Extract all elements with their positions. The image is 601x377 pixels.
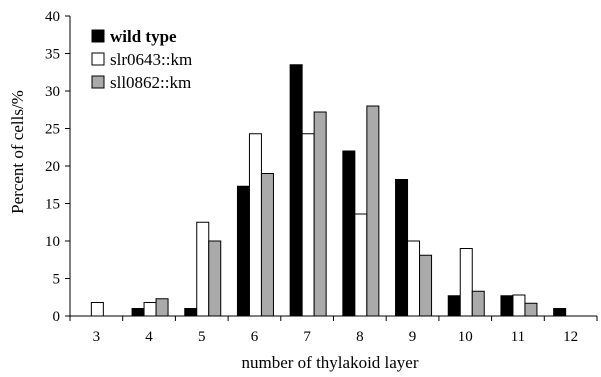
legend-label: wild type	[110, 27, 177, 46]
bar-wild-type	[342, 150, 356, 317]
legend-swatch	[91, 52, 105, 66]
x-tick-label: 12	[563, 329, 578, 345]
bar-wild-type	[500, 295, 514, 317]
y-tick-label: 25	[45, 122, 60, 138]
bar-sll0862-km	[260, 173, 274, 317]
y-tick-label: 35	[45, 47, 60, 63]
bar-slr0643-km	[301, 133, 315, 317]
bar-wild-type	[553, 308, 567, 317]
legend-swatch	[91, 75, 105, 89]
y-tick-label: 40	[45, 9, 60, 25]
bar-wild-type	[184, 308, 198, 317]
bar-wild-type	[447, 295, 461, 317]
bar-slr0643-km	[196, 221, 210, 317]
x-tick-label: 3	[93, 329, 101, 345]
y-tick-label: 5	[53, 272, 61, 288]
bar-wild-type	[131, 308, 145, 317]
x-tick-label: 5	[198, 329, 206, 345]
x-tick-label: 7	[303, 329, 311, 345]
bar-sll0862-km	[313, 111, 327, 317]
y-tick-label: 0	[53, 309, 61, 325]
bars-layer	[90, 64, 567, 317]
bar-sll0862-km	[419, 254, 433, 317]
bar-sll0862-km	[366, 105, 380, 317]
x-tick-label: 9	[409, 329, 417, 345]
x-tick-label: 8	[356, 329, 364, 345]
bar-slr0643-km	[407, 240, 421, 317]
bar-wild-type	[395, 179, 409, 317]
legend-swatch	[91, 29, 105, 43]
bar-slr0643-km	[354, 213, 368, 317]
x-tick-label: 6	[251, 329, 259, 345]
bar-sll0862-km	[524, 302, 538, 317]
legend-label: slr0643::km	[110, 50, 192, 69]
x-tick-label: 10	[458, 329, 473, 345]
tick-labels-layer: 0 5 10 15 20 25 30 35 40 3 4 5 6 7 8 9 10 11 12	[45, 9, 578, 345]
bar-slr0643-km	[90, 302, 104, 317]
x-tick-label: 11	[511, 329, 525, 345]
y-tick-label: 20	[45, 159, 60, 175]
y-tick-label: 15	[45, 197, 60, 213]
y-axis-title: Percent of cells/%	[8, 90, 27, 214]
bar-wild-type	[289, 64, 303, 317]
bar-slr0643-km	[512, 294, 526, 317]
bar-slr0643-km	[459, 248, 473, 317]
y-tick-label: 30	[45, 84, 60, 100]
x-tick-label: 4	[145, 329, 153, 345]
x-axis-title: number of thylakoid layer	[241, 353, 418, 372]
bar-slr0643-km	[143, 302, 157, 317]
bar-sll0862-km	[208, 240, 222, 317]
bar-sll0862-km	[471, 290, 485, 317]
bar-sll0862-km	[155, 298, 169, 317]
bar-wild-type	[236, 185, 250, 317]
y-tick-label: 10	[45, 234, 60, 250]
bar-slr0643-km	[248, 133, 262, 317]
legend-label: sll0862::km	[110, 73, 191, 92]
